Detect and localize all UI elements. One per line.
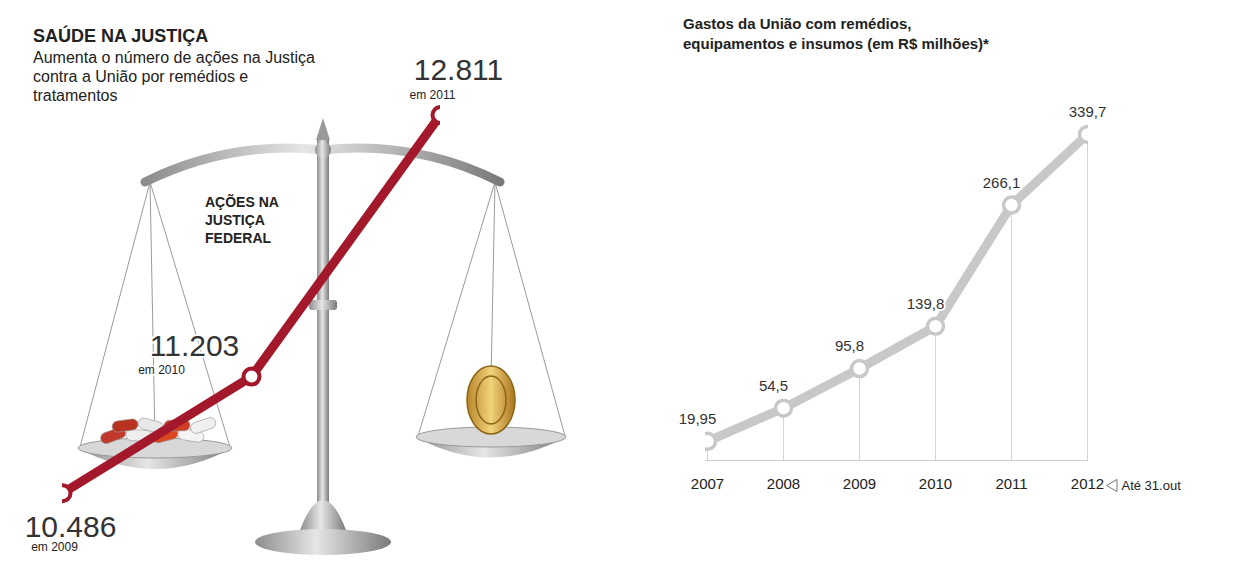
svg-text:2008: 2008	[767, 475, 800, 492]
svg-text:Até 31.out: Até 31.out	[1122, 478, 1182, 493]
svg-text:139,8: 139,8	[907, 295, 945, 312]
svg-text:em 2009: em 2009	[31, 540, 78, 554]
svg-text:em 2011: em 2011	[410, 88, 456, 102]
svg-text:266,1: 266,1	[983, 174, 1021, 191]
svg-text:339,7: 339,7	[1069, 103, 1107, 120]
html-text:equipamentos e insumos (em R$: equipamentos e insumos (em R$ milhões)*	[683, 35, 989, 52]
html-text:Gastos da União com remédios,: Gastos da União com remédios,	[683, 15, 912, 32]
svg-text:em 2010: em 2010	[138, 363, 185, 377]
html-text:SAÚDE NA JUSTIÇA: SAÚDE NA JUSTIÇA	[33, 26, 209, 46]
svg-text:11.203: 11.203	[150, 329, 240, 362]
svg-text:95,8: 95,8	[835, 337, 864, 354]
svg-text:54,5: 54,5	[759, 377, 788, 394]
svg-text:2012: 2012	[1071, 475, 1104, 492]
svg-text:10.486: 10.486	[25, 510, 117, 543]
svg-text:2007: 2007	[691, 475, 724, 492]
html-text:Aumenta o número de ações na J: Aumenta o número de ações na Justiça con…	[33, 49, 315, 104]
svg-text:2009: 2009	[843, 475, 876, 492]
html-text:AÇÕES NA JUSTIÇA FEDERAL: AÇÕES NA JUSTIÇA FEDERAL	[205, 194, 279, 246]
svg-text:19,95: 19,95	[679, 410, 717, 427]
svg-text:2010: 2010	[919, 475, 952, 492]
svg-text:12.811: 12.811	[414, 53, 504, 86]
svg-text:2011: 2011	[995, 475, 1027, 492]
